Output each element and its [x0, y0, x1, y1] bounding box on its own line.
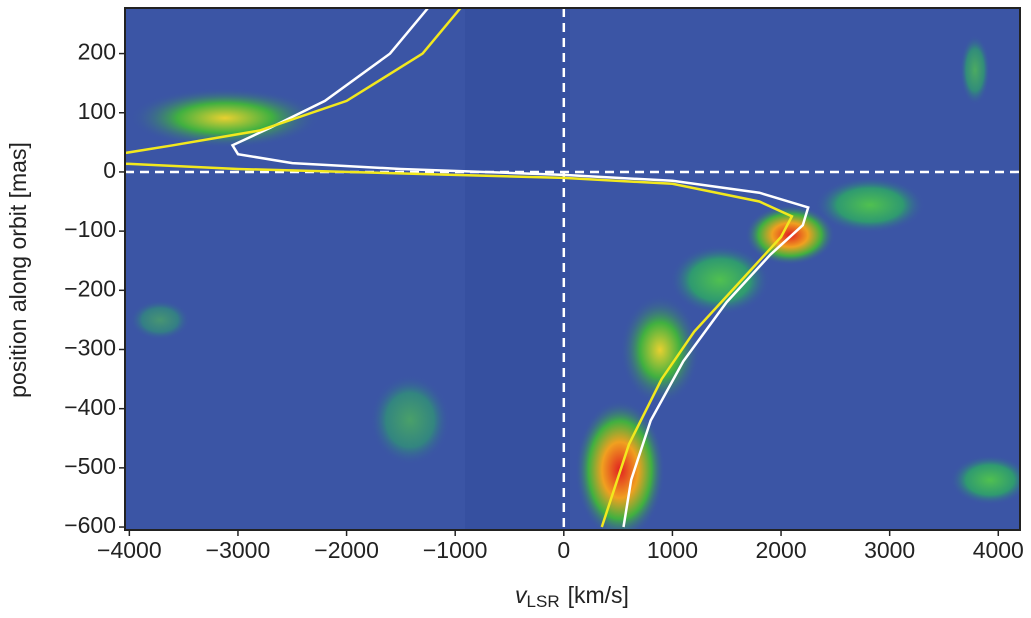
x-label-symbol: v [515, 582, 528, 608]
x-tick-label: 4000 [973, 537, 1024, 563]
curve [125, 8, 794, 528]
y-tick-label: 100 [78, 98, 116, 124]
y-axis-label: position along orbit [mas] [5, 142, 31, 398]
y-tick-label: 200 [78, 39, 116, 65]
x-tick-label: 1000 [647, 537, 698, 563]
plot-area [125, 8, 1020, 530]
x-label-unit: [km/s] [568, 582, 629, 608]
x-tick-label: 0 [557, 537, 570, 563]
plot-frame [124, 7, 1021, 531]
y-tick-label: −200 [64, 275, 116, 301]
y-tick-label: −100 [64, 216, 116, 242]
x-tick-label: −3000 [206, 537, 271, 563]
x-tick-label: −1000 [423, 537, 488, 563]
y-tick-label: −600 [64, 512, 116, 538]
x-label-subscript: LSR [527, 592, 560, 611]
y-tick-label: −400 [64, 394, 116, 420]
y-tick-label: −500 [64, 453, 116, 479]
x-tick-label: 3000 [864, 537, 915, 563]
x-tick-label: 2000 [755, 537, 806, 563]
x-axis-label: vLSR [km/s] [515, 582, 629, 611]
emission-decoration [130, 8, 1020, 530]
y-tick-label: 0 [103, 157, 116, 183]
x-tick-label: −4000 [97, 537, 162, 563]
x-tick-label: −2000 [314, 537, 379, 563]
y-tick-label: −300 [64, 335, 116, 361]
